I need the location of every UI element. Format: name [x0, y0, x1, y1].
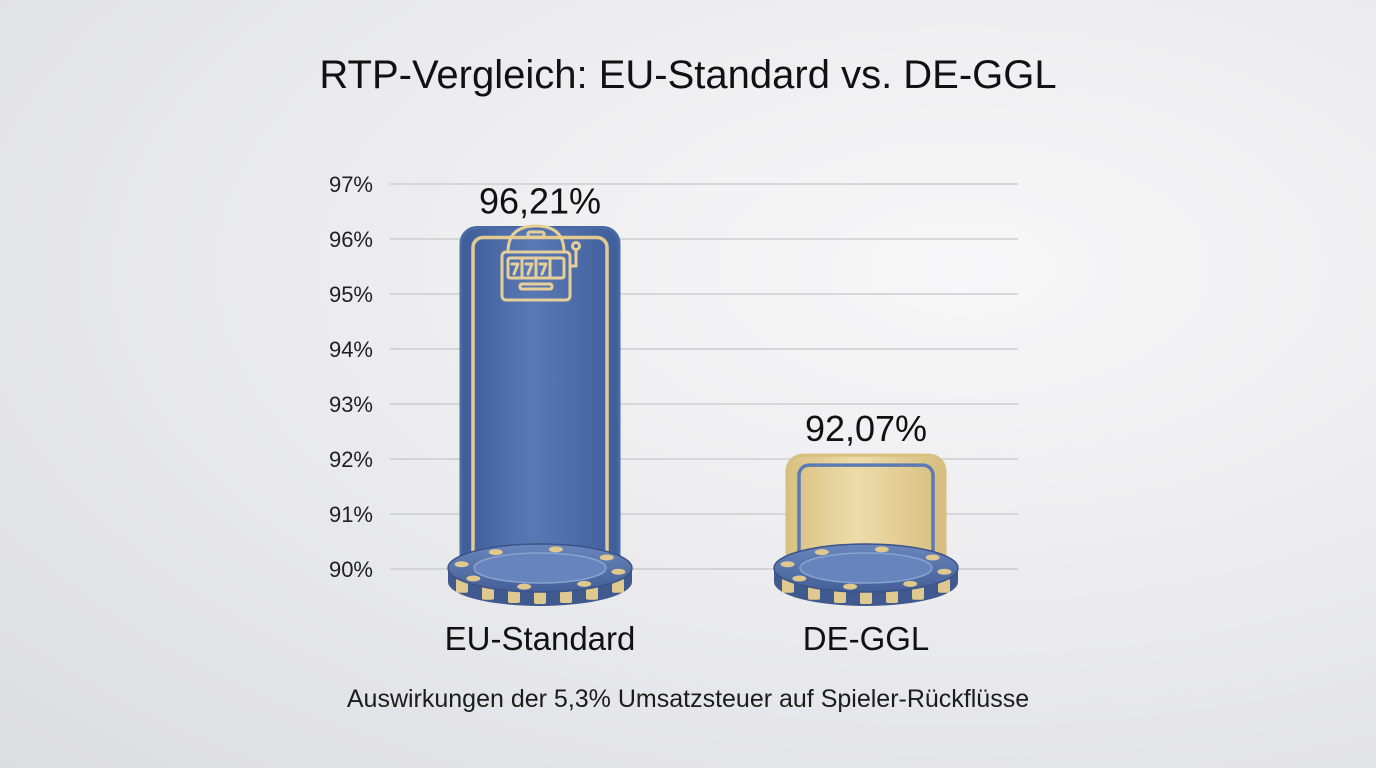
category-label: DE-GGL	[803, 620, 930, 657]
casino-chip-icon	[447, 543, 633, 606]
y-tick-label: 96%	[329, 227, 373, 252]
chart-title: RTP-Vergleich: EU-Standard vs. DE-GGL	[319, 53, 1056, 97]
y-tick-label: 90%	[329, 557, 373, 582]
value-label: 92,07%	[805, 408, 927, 449]
y-tick-label: 91%	[329, 502, 373, 527]
chart-caption: Auswirkungen der 5,3% Umsatzsteuer auf S…	[347, 685, 1029, 713]
chip-bases	[447, 543, 959, 606]
y-tick-label: 97%	[329, 172, 373, 197]
bar-eu-standard	[459, 225, 621, 582]
y-axis: 97% 96% 95% 94% 93% 92% 91% 90%	[329, 172, 373, 582]
category-label: EU-Standard	[445, 620, 636, 657]
labels: 96,21% EU-Standard 92,07% DE-GGL	[445, 180, 930, 657]
y-tick-label: 95%	[329, 282, 373, 307]
y-tick-label: 93%	[329, 392, 373, 417]
y-tick-label: 94%	[329, 337, 373, 362]
slot-machine-icon	[500, 224, 581, 302]
y-tick-label: 92%	[329, 447, 373, 472]
casino-chip-icon	[773, 543, 959, 606]
value-label: 96,21%	[479, 180, 601, 221]
